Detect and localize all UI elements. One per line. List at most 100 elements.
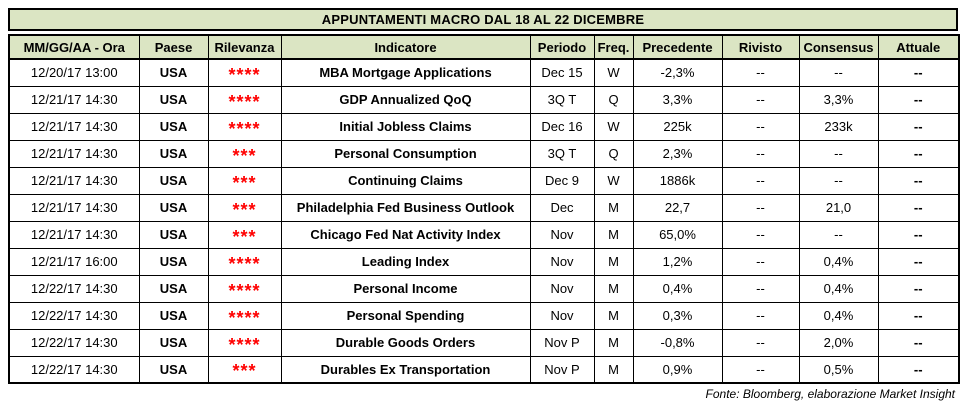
cell-country: USA: [138, 166, 209, 195]
table-row: 12/22/17 14:30 USA *** Durables Ex Transpor…: [8, 355, 960, 384]
cell-datetime: 12/22/17 14:30: [8, 328, 140, 357]
cell-revised: --: [721, 220, 800, 249]
cell-relevance: ***: [207, 193, 282, 222]
cell-consensus: 0,4%: [798, 301, 879, 330]
cell-freq: W: [593, 166, 634, 195]
cell-previous: -2,3%: [632, 58, 723, 87]
cell-period: Dec 15: [529, 58, 595, 87]
header-revised: Rivisto: [721, 34, 800, 60]
source-note: Fonte: Bloomberg, elaborazione Market In…: [705, 387, 955, 401]
table-row: 12/21/17 14:30 USA *** Philadelphia Fed Bus…: [8, 193, 960, 222]
cell-revised: --: [721, 58, 800, 87]
header-period: Periodo: [529, 34, 595, 60]
macro-calendar-table: MM/GG/AA - Ora Paese Rilevanza Indicatore Pe…: [8, 34, 960, 384]
cell-period: Dec: [529, 193, 595, 222]
header-relevance: Rilevanza: [207, 34, 282, 60]
cell-relevance: ****: [207, 328, 282, 357]
cell-actual: --: [877, 301, 960, 330]
cell-datetime: 12/21/17 14:30: [8, 193, 140, 222]
cell-relevance: ****: [207, 274, 282, 303]
cell-revised: --: [721, 355, 800, 384]
cell-indicator: MBA Mortgage Applications: [280, 58, 531, 87]
cell-consensus: 2,0%: [798, 328, 879, 357]
cell-period: 3Q T: [529, 139, 595, 168]
header-freq: Freq.: [593, 34, 634, 60]
cell-actual: --: [877, 193, 960, 222]
cell-consensus: 3,3%: [798, 85, 879, 114]
cell-actual: --: [877, 247, 960, 276]
cell-previous: 0,4%: [632, 274, 723, 303]
cell-consensus: 21,0: [798, 193, 879, 222]
cell-consensus: 0,5%: [798, 355, 879, 384]
cell-freq: Q: [593, 85, 634, 114]
cell-consensus: --: [798, 139, 879, 168]
cell-consensus: --: [798, 166, 879, 195]
table-row: 12/21/17 14:30 USA *** Continuing Claims Dec…: [8, 166, 960, 195]
cell-relevance: ***: [207, 166, 282, 195]
cell-country: USA: [138, 112, 209, 141]
cell-previous: 22,7: [632, 193, 723, 222]
cell-relevance: ****: [207, 247, 282, 276]
cell-relevance: ***: [207, 355, 282, 384]
cell-relevance: ****: [207, 301, 282, 330]
cell-country: USA: [138, 355, 209, 384]
cell-relevance: ****: [207, 112, 282, 141]
cell-indicator: Philadelphia Fed Business Outlook: [280, 193, 531, 222]
header-country: Paese: [138, 34, 209, 60]
cell-country: USA: [138, 328, 209, 357]
table-row: 12/21/17 14:30 USA **** Initial Jobless Cla…: [8, 112, 960, 141]
cell-previous: 1886k: [632, 166, 723, 195]
cell-datetime: 12/21/17 14:30: [8, 112, 140, 141]
cell-indicator: Personal Income: [280, 274, 531, 303]
header-consensus: Consensus: [798, 34, 879, 60]
cell-country: USA: [138, 139, 209, 168]
cell-datetime: 12/22/17 14:30: [8, 301, 140, 330]
cell-revised: --: [721, 85, 800, 114]
cell-datetime: 12/21/17 14:30: [8, 85, 140, 114]
cell-actual: --: [877, 328, 960, 357]
cell-freq: M: [593, 220, 634, 249]
cell-period: Nov: [529, 220, 595, 249]
cell-country: USA: [138, 58, 209, 87]
header-actual: Attuale: [877, 34, 960, 60]
header-previous: Precedente: [632, 34, 723, 60]
cell-datetime: 12/22/17 14:30: [8, 355, 140, 384]
cell-actual: --: [877, 166, 960, 195]
page: APPUNTAMENTI MACRO DAL 18 AL 22 DICEMBRE…: [8, 8, 960, 401]
cell-previous: -0,8%: [632, 328, 723, 357]
cell-previous: 3,3%: [632, 85, 723, 114]
cell-indicator: Initial Jobless Claims: [280, 112, 531, 141]
cell-consensus: 233k: [798, 112, 879, 141]
cell-indicator: GDP Annualized QoQ: [280, 85, 531, 114]
cell-relevance: ***: [207, 139, 282, 168]
cell-period: Nov P: [529, 355, 595, 384]
table-body: 12/20/17 13:00 USA **** MBA Mortgage Applic…: [8, 58, 960, 384]
cell-revised: --: [721, 139, 800, 168]
cell-period: Nov: [529, 301, 595, 330]
cell-actual: --: [877, 58, 960, 87]
cell-datetime: 12/22/17 14:30: [8, 274, 140, 303]
cell-freq: M: [593, 301, 634, 330]
cell-revised: --: [721, 193, 800, 222]
cell-period: 3Q T: [529, 85, 595, 114]
cell-freq: M: [593, 193, 634, 222]
table-row: 12/21/17 16:00 USA **** Leading Index Nov M 1,…: [8, 247, 960, 276]
cell-datetime: 12/21/17 14:30: [8, 220, 140, 249]
table-row: 12/21/17 14:30 USA *** Personal Consumption…: [8, 139, 960, 168]
cell-country: USA: [138, 220, 209, 249]
header-row: MM/GG/AA - Ora Paese Rilevanza Indicatore Pe…: [8, 34, 960, 60]
cell-actual: --: [877, 220, 960, 249]
cell-actual: --: [877, 85, 960, 114]
cell-actual: --: [877, 355, 960, 384]
cell-revised: --: [721, 274, 800, 303]
cell-period: Nov: [529, 247, 595, 276]
cell-relevance: ***: [207, 220, 282, 249]
cell-datetime: 12/20/17 13:00: [8, 58, 140, 87]
cell-freq: W: [593, 58, 634, 87]
header-indicator: Indicatore: [280, 34, 531, 60]
cell-revised: --: [721, 301, 800, 330]
cell-actual: --: [877, 274, 960, 303]
cell-freq: M: [593, 355, 634, 384]
table-title: APPUNTAMENTI MACRO DAL 18 AL 22 DICEMBRE: [8, 8, 958, 31]
cell-freq: Q: [593, 139, 634, 168]
